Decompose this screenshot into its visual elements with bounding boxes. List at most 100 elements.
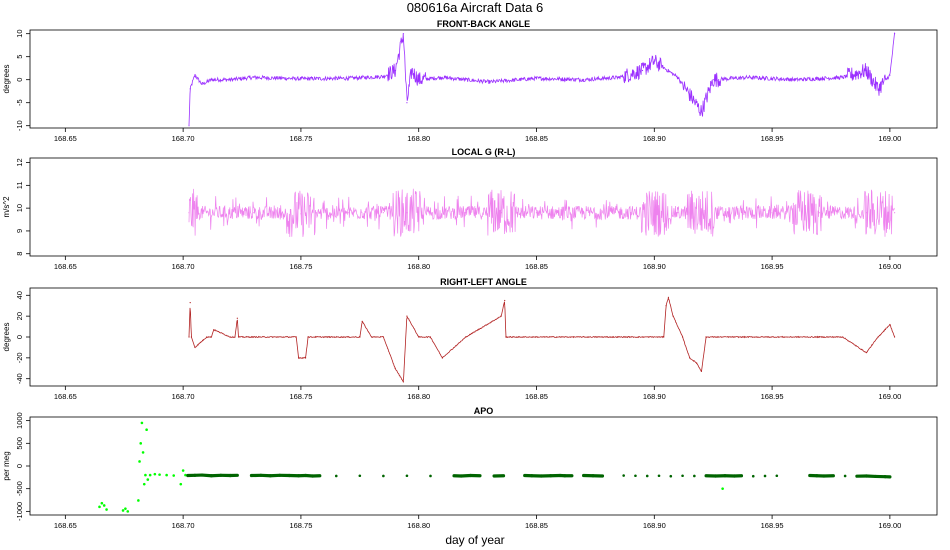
data-point	[535, 212, 538, 214]
data-point	[146, 478, 150, 481]
y-axis-label: m/s^2	[2, 196, 11, 218]
data-point	[606, 336, 608, 338]
x-tick-label: 168.85	[525, 521, 548, 530]
x-tick-label: 169.00	[878, 521, 901, 530]
x-tick-label: 169.00	[878, 262, 901, 271]
data-point	[406, 102, 408, 104]
data-point	[775, 474, 779, 478]
panel-title: FRONT-BACK ANGLE	[437, 19, 530, 29]
data-point	[889, 74, 891, 76]
data-point	[429, 336, 432, 338]
data-point	[382, 212, 384, 214]
data-point	[237, 336, 240, 338]
figure-title: 080616a Aircraft Data 6	[407, 0, 544, 15]
series-line	[188, 296, 895, 383]
x-tick-label: 168.80	[407, 262, 430, 271]
data-point	[418, 79, 420, 81]
data-point	[842, 336, 844, 338]
data-point	[234, 336, 236, 338]
data-point	[622, 474, 625, 477]
x-tick-label: 168.75	[289, 134, 312, 143]
data-point	[877, 88, 879, 90]
data-point	[724, 212, 726, 214]
x-tick-label: 168.65	[54, 392, 77, 401]
y-axis-label: degrees	[2, 323, 11, 352]
panel-title: RIGHT-LEFT ANGLE	[440, 277, 527, 287]
data-point	[429, 474, 432, 478]
data-point	[253, 76, 255, 78]
x-tick-label: 168.75	[289, 392, 312, 401]
data-point	[843, 474, 847, 478]
data-point	[505, 336, 507, 338]
x-tick-label: 168.80	[407, 134, 430, 143]
data-point	[229, 336, 231, 338]
chart-panel-2: LOCAL G (R-L) m/s^2 8 9 10 11 12 168.65 168.70 16…	[2, 147, 938, 271]
x-tick-label: 168.90	[643, 262, 666, 271]
data-point	[359, 336, 361, 338]
data-point	[213, 329, 215, 331]
data-point	[347, 77, 349, 79]
data-point	[721, 487, 724, 490]
x-tick-label: 169.00	[878, 392, 901, 401]
data-point	[347, 336, 349, 338]
y-tick-label: 5	[15, 55, 24, 59]
data-point	[172, 474, 176, 477]
data-point	[669, 474, 673, 478]
data-point	[681, 336, 684, 338]
y-tick-label: 11	[15, 181, 24, 189]
data-point	[418, 336, 420, 338]
data-point	[667, 296, 670, 298]
data-point	[893, 336, 896, 338]
data-point	[253, 336, 255, 338]
data-point	[145, 428, 148, 432]
y-tick-label: 1000	[15, 412, 24, 429]
data-point	[653, 60, 655, 62]
data-point	[693, 474, 696, 478]
data-point	[140, 421, 144, 425]
y-tick-label: -5	[15, 99, 24, 106]
data-point	[229, 79, 231, 81]
x-axis-label: day of year	[445, 533, 504, 547]
data-point	[657, 474, 661, 478]
data-point	[124, 507, 127, 510]
x-tick-label: 168.70	[172, 392, 195, 401]
data-point	[504, 299, 506, 302]
data-point	[98, 505, 101, 509]
data-point	[653, 212, 655, 214]
data-point	[210, 336, 212, 338]
series-line	[188, 32, 895, 126]
y-tick-label: -1000	[15, 502, 24, 521]
data-point	[334, 474, 338, 478]
data-point	[402, 381, 405, 383]
data-point	[889, 323, 891, 326]
y-tick-label: 10	[15, 30, 24, 38]
data-point	[795, 79, 797, 81]
data-point	[347, 212, 349, 214]
data-point	[634, 474, 637, 478]
data-point	[677, 212, 679, 214]
x-tick-label: 168.65	[54, 134, 77, 143]
data-point	[382, 75, 384, 78]
y-tick-label: 12	[15, 158, 24, 166]
data-point	[236, 317, 238, 319]
data-point	[865, 69, 867, 72]
data-point	[139, 442, 143, 445]
plot-area	[188, 296, 896, 383]
data-point	[358, 474, 362, 478]
data-point	[394, 69, 396, 72]
data-point	[153, 472, 157, 476]
data-point	[641, 336, 644, 338]
data-point	[181, 469, 185, 472]
y-tick-label: 8	[15, 252, 24, 256]
y-tick-label: 500	[15, 437, 24, 450]
data-point	[645, 474, 649, 478]
data-point	[747, 336, 750, 338]
x-tick-label: 168.95	[761, 392, 784, 401]
data-point	[141, 451, 145, 454]
data-point	[138, 460, 141, 463]
x-tick-label: 168.95	[761, 521, 784, 530]
data-point	[512, 336, 514, 338]
series-light-green	[98, 421, 724, 513]
data-point	[700, 111, 703, 113]
y-tick-label: 0	[15, 464, 24, 468]
